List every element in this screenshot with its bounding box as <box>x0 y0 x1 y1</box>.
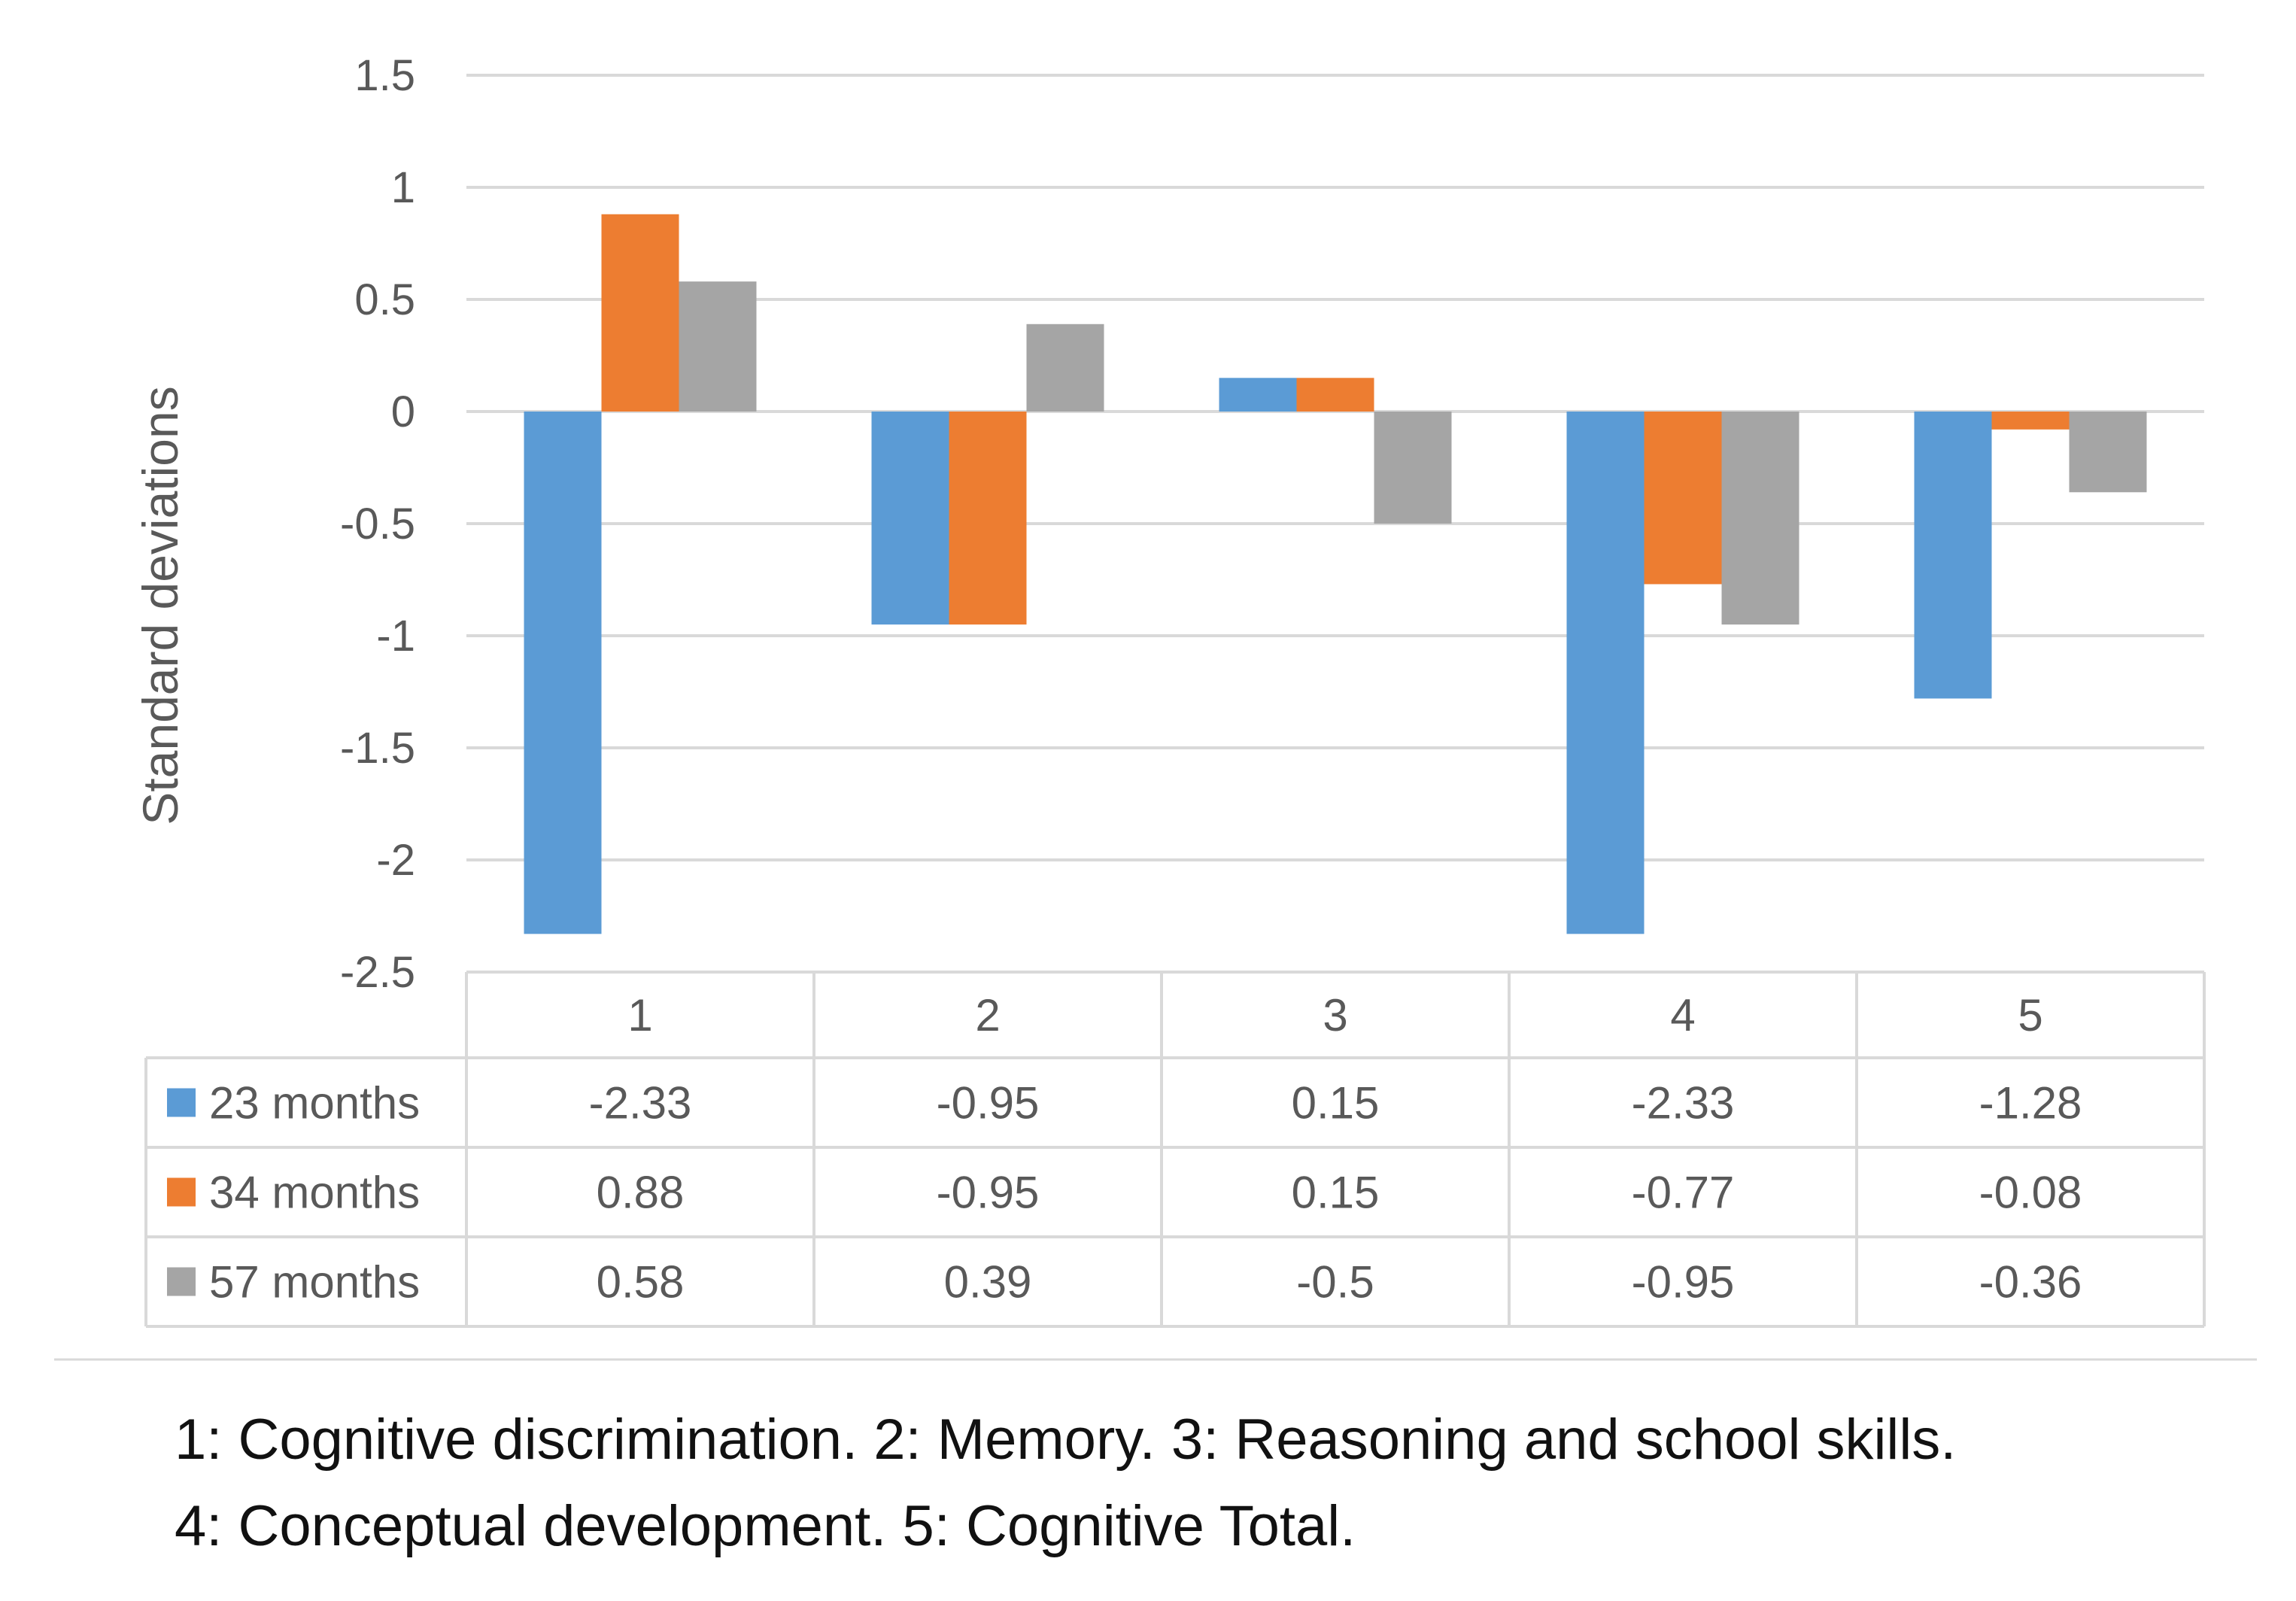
y-axis-ticks: 1.5 1 0.5 0 -0.5 -1 -1.5 -2 -2.5 <box>340 51 415 997</box>
legend-key-34-months <box>167 1177 196 1207</box>
x-category-label: 2 <box>975 990 1000 1040</box>
legend-label: 57 months <box>209 1257 420 1308</box>
y-tick-label: 1 <box>391 163 415 212</box>
bar-23-months-cat-3 <box>1219 378 1297 412</box>
y-tick-label: 0.5 <box>354 275 415 324</box>
caption-line-2: 4: Conceptual development. 5: Cognitive … <box>175 1494 1356 1558</box>
table-value: -0.95 <box>1632 1257 1735 1308</box>
bar-23-months-cat-1 <box>524 412 602 934</box>
y-tick-label: -1.5 <box>340 724 415 773</box>
table-value: -0.08 <box>1979 1168 2082 1218</box>
table-value: 0.58 <box>597 1257 685 1308</box>
y-tick-label: 0 <box>391 387 415 436</box>
data-table: 1 2 3 4 5 23 months -2.33 -0.95 0.15 -2.33 -1.28 34… <box>144 971 2206 1328</box>
table-value: -0.95 <box>937 1078 1040 1129</box>
legend-key-57-months <box>167 1267 196 1296</box>
bar-23-months-cat-4 <box>1566 412 1645 934</box>
legend-label: 34 months <box>209 1168 420 1218</box>
bar-57-months-cat-5 <box>2069 412 2147 493</box>
bar-34-months-cat-5 <box>1991 412 2070 430</box>
x-category-label: 5 <box>2018 990 2042 1040</box>
table-value: -0.5 <box>1296 1257 1374 1308</box>
bar-57-months-cat-4 <box>1721 412 1799 625</box>
bar-57-months-cat-3 <box>1374 412 1452 524</box>
bar-57-months-cat-1 <box>679 281 757 412</box>
table-value: -0.77 <box>1632 1168 1735 1218</box>
caption-line-1: 1: Cognitive discrimination. 2: Memory. … <box>175 1408 1957 1472</box>
legend-key-23-months <box>167 1088 196 1117</box>
bar-57-months-cat-2 <box>1026 324 1104 412</box>
x-category-label: 3 <box>1323 990 1347 1040</box>
table-value: 0.15 <box>1292 1078 1380 1129</box>
table-value: -1.28 <box>1979 1078 2082 1129</box>
x-category-label: 1 <box>627 990 652 1040</box>
table-value: -0.95 <box>937 1168 1040 1218</box>
table-value: -2.33 <box>589 1078 692 1129</box>
table-value: 0.39 <box>944 1257 1032 1308</box>
legend-label: 23 months <box>209 1078 420 1129</box>
y-tick-label: -1 <box>376 612 415 661</box>
bar-23-months-cat-2 <box>871 412 949 625</box>
table-value: -0.36 <box>1979 1257 2082 1308</box>
table-value: -2.33 <box>1632 1078 1735 1129</box>
table-value: 0.88 <box>597 1168 685 1218</box>
bar-34-months-cat-4 <box>1644 412 1722 585</box>
y-axis-label: Standard deviations <box>132 386 188 825</box>
y-tick-label: -2.5 <box>340 948 415 997</box>
bar-34-months-cat-2 <box>949 412 1027 625</box>
bar-23-months-cat-5 <box>1914 412 1992 699</box>
bars <box>524 214 2147 934</box>
x-category-label: 4 <box>1670 990 1695 1040</box>
y-tick-label: -0.5 <box>340 500 415 548</box>
bar-34-months-cat-1 <box>601 214 679 412</box>
y-tick-label: 1.5 <box>354 51 415 100</box>
y-tick-label: -2 <box>376 836 415 885</box>
bar-34-months-cat-3 <box>1296 378 1374 412</box>
table-value: 0.15 <box>1292 1168 1380 1218</box>
